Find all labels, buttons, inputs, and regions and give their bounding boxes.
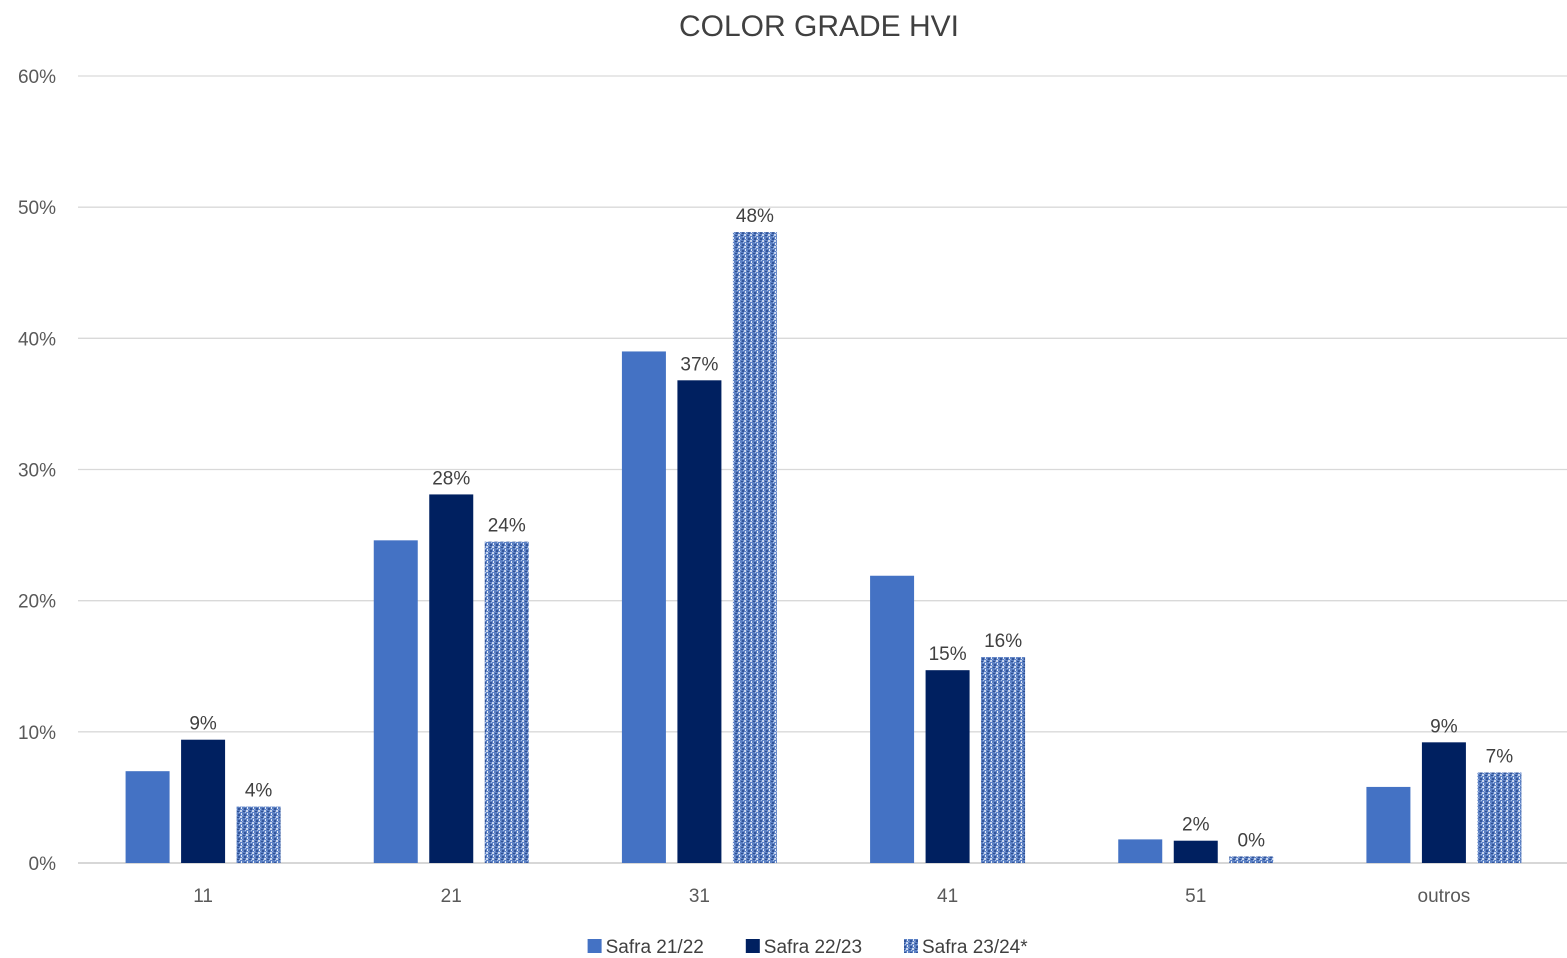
bar: [429, 494, 474, 863]
x-tick-label: 41: [937, 886, 958, 907]
chart-title: COLOR GRADE HVI: [679, 10, 959, 43]
data-label: 28%: [432, 468, 470, 489]
x-tick-label: 51: [1185, 886, 1206, 907]
y-tick-label: 40%: [18, 329, 56, 350]
data-labels: 9% 4% 28% 24% 37% 48% 15% 16% 2% 0% 9% 7%: [189, 206, 1513, 851]
bar: [1229, 856, 1274, 863]
bar: [870, 575, 915, 863]
bar: [125, 771, 170, 863]
data-label: 24%: [488, 516, 526, 537]
y-tick-label: 60%: [18, 67, 56, 88]
data-label: 0%: [1238, 830, 1266, 851]
data-label: 15%: [929, 644, 967, 665]
legend-swatch: [745, 939, 760, 953]
y-tick-label: 0%: [29, 854, 57, 875]
y-tick-label: 10%: [18, 723, 56, 744]
legend: Safra 21/22 Safra 22/23 Safra 23/24*: [587, 937, 1028, 958]
gridlines: [78, 75, 1567, 864]
x-tick-label: 21: [441, 886, 462, 907]
bar: [677, 380, 722, 863]
legend-label: Safra 21/22: [606, 937, 704, 958]
y-tick-label: 50%: [18, 198, 56, 219]
bar: [1421, 742, 1466, 863]
bar: [1118, 839, 1163, 863]
y-tick-label: 20%: [18, 592, 56, 613]
data-label: 37%: [680, 354, 718, 375]
legend-swatch: [904, 939, 918, 953]
bar: [236, 806, 281, 863]
bar: [484, 541, 529, 863]
data-label: 16%: [984, 631, 1022, 652]
x-tick-label: 11: [193, 886, 213, 907]
bar: [732, 232, 777, 864]
bar: [925, 670, 970, 863]
bar: [1477, 772, 1522, 863]
data-label: 9%: [1430, 716, 1458, 737]
data-label: 7%: [1486, 746, 1514, 767]
data-label: 4%: [245, 781, 273, 802]
bars: [125, 232, 1522, 864]
bar: [181, 739, 226, 863]
x-axis: 11 21 31 41 51 outros: [193, 886, 1470, 907]
x-tick-label: 31: [689, 886, 710, 907]
bar: [1173, 840, 1218, 863]
x-tick-label: outros: [1418, 886, 1471, 907]
data-label: 9%: [189, 714, 217, 735]
y-axis: 0% 10% 20% 30% 40% 50% 60%: [18, 67, 56, 875]
data-label: 48%: [736, 206, 774, 227]
bar: [981, 657, 1026, 863]
data-label: 2%: [1182, 815, 1210, 836]
bar: [621, 351, 666, 863]
bar: [373, 540, 418, 863]
legend-label: Safra 23/24*: [922, 937, 1028, 958]
bar: [1366, 786, 1411, 863]
legend-label: Safra 22/23: [764, 937, 862, 958]
y-tick-label: 30%: [18, 461, 56, 482]
legend-swatch: [587, 939, 602, 953]
